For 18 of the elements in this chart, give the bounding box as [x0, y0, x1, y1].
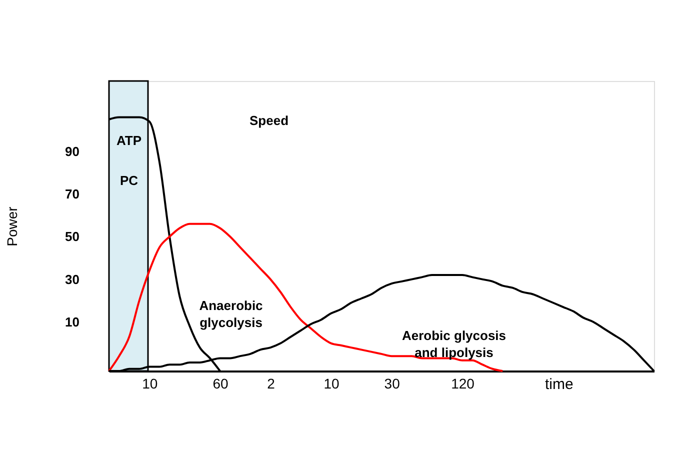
- y-tick-label: 30: [65, 272, 80, 287]
- x-tick-label: 2: [267, 376, 276, 392]
- x-axis-title: time: [545, 376, 574, 393]
- x-tick-label: 30: [384, 376, 400, 392]
- y-tick-label: 90: [65, 144, 80, 159]
- text: ATP PC: [116, 133, 142, 188]
- annotation: Anaerobic glycolysis: [199, 298, 263, 330]
- y-tick-label: 50: [65, 229, 80, 244]
- annotation: Aerobic glycosis and lipolysis: [402, 328, 506, 360]
- x-tick-label: 10: [324, 376, 340, 392]
- x-tick-label: 60: [212, 376, 229, 392]
- x-tick-label: 120: [451, 376, 475, 392]
- x-tick-label: 10: [142, 376, 158, 392]
- annotation: Speed: [249, 113, 289, 128]
- y-axis-title: Power: [4, 206, 20, 246]
- line-series: [108, 222, 504, 372]
- y-tick-label: 10: [65, 314, 80, 330]
- y-tick-label: 70: [65, 186, 80, 202]
